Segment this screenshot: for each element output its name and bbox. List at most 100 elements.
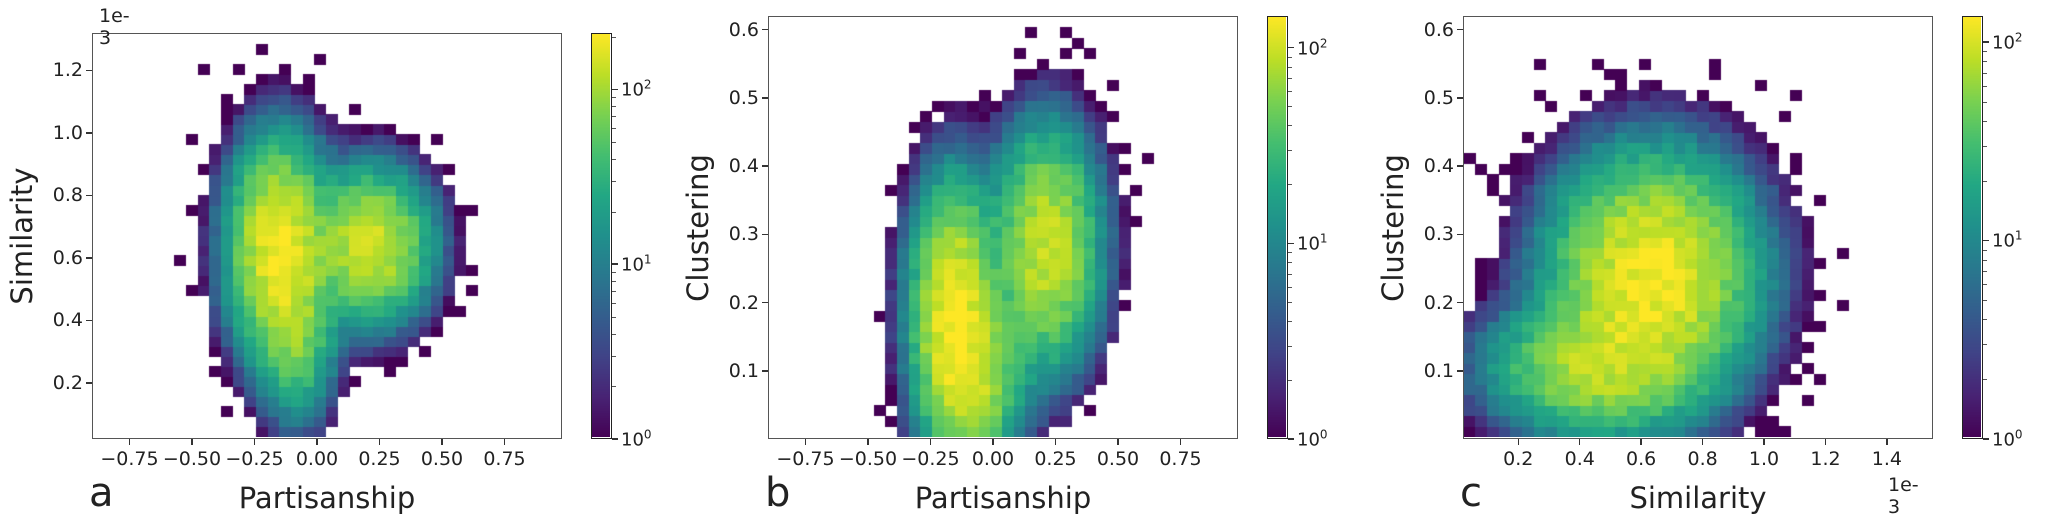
y-tick-label: 0.3 [1423,223,1454,246]
colorbar-minor-tick [1983,319,1987,321]
colorbar-tick-label: 101 [621,253,652,276]
colorbar-minor-tick [1288,125,1292,127]
colorbar-minor-tick [1983,50,1987,52]
colorbar-minor-tick [612,97,616,99]
y-tick-mark [86,382,92,384]
colorbar-minor-tick [612,141,616,143]
colorbar-tick-base: 10 [1992,230,2015,252]
colorbar-minor-tick [612,333,616,335]
colorbar-minor-tick [1983,300,1987,302]
colorbar-minor-tick [1983,145,1987,147]
colorbar-minor-tick [1983,379,1987,381]
y-axis-label: Similarity [5,167,39,305]
colorbar-tick-mark [1288,438,1294,440]
heatmap-plot-area [768,16,1238,439]
x-tick-label: 0.25 [358,448,401,470]
colorbar-tick-base: 10 [621,429,644,451]
x-tick-mark [1054,439,1057,445]
colorbar-tick-mark [1983,239,1989,242]
x-tick-label: 0.75 [483,448,526,470]
colorbar-minor-tick [1288,252,1292,254]
x-tick-mark [1886,439,1888,445]
colorbar-tick-exponent: 1 [2014,228,2023,243]
x-tick-label: −0.75 [776,448,835,470]
x-tick-label: 1.4 [1871,448,1903,470]
x-tick-mark [804,439,807,445]
colorbar [1962,16,1983,439]
panel-letter: c [1460,470,1482,516]
colorbar-minor-tick [1288,286,1292,288]
colorbar-minor-tick [612,36,616,38]
x-tick-label: 0.00 [295,448,339,470]
y-tick-mark [762,28,768,31]
y-tick-label: 0.6 [728,18,759,41]
colorbar-tick-label: 102 [621,78,652,101]
x-tick-mark [1701,439,1704,445]
x-tick-mark [1179,439,1182,445]
colorbar-tick-base: 10 [1992,32,2015,54]
colorbar-gradient [1268,17,1286,437]
colorbar-minor-tick [1288,66,1292,68]
colorbar-minor-tick [612,291,616,293]
y-tick-mark [762,370,768,372]
colorbar-minor-tick [1983,61,1987,63]
x-axis-label: Similarity [1629,481,1767,515]
y-tick-label: 0.6 [52,246,83,269]
y-tick-mark [1457,97,1463,99]
colorbar-minor-tick [1983,344,1987,346]
y-tick-label: 0.5 [1423,86,1454,109]
colorbar-minor-tick [1288,321,1292,323]
x-tick-label: −0.25 [225,448,284,470]
colorbar-tick-label: 102 [1992,30,2023,53]
x-tick-label: 0.6 [1626,448,1657,470]
x-tick-mark [503,439,506,445]
y-tick-label: 0.2 [52,371,83,394]
y-tick-mark [1457,301,1463,304]
y-tick-label: 0.1 [728,359,759,382]
x-axis-label: Partisanship [238,481,416,515]
colorbar-minor-tick [1983,85,1987,87]
x-tick-mark [441,439,443,445]
x-offset-text: 1e-3 [1888,474,1919,518]
x-tick-mark [929,439,932,445]
colorbar-tick-exponent: 0 [1319,427,1328,442]
colorbar-minor-tick [1288,262,1292,264]
colorbar-minor-tick [1288,56,1292,58]
colorbar-minor-tick [612,355,616,357]
x-tick-mark [1117,439,1119,445]
heatmap-bins [93,34,560,437]
colorbar-minor-tick [612,281,616,283]
colorbar-minor-tick [612,316,616,318]
x-tick-label: 0.8 [1687,448,1718,470]
colorbar-tick-exponent: 1 [643,252,652,267]
y-tick-mark [86,132,92,134]
colorbar-tick-mark [1983,438,1989,440]
colorbar-minor-tick [612,116,616,118]
colorbar-minor-tick [1983,249,1987,251]
y-tick-label: 0.4 [1423,155,1454,178]
heatmap-bins [1464,17,1931,437]
colorbar-minor-tick [612,128,616,130]
colorbar-gradient [1963,17,1981,437]
y-tick-label: 0.4 [728,155,759,178]
y-tick-mark [762,301,768,304]
colorbar-minor-tick [1288,302,1292,304]
colorbar [591,33,612,439]
x-tick-mark [1763,439,1765,445]
y-tick-label: 0.5 [728,86,759,109]
colorbar-minor-tick [1983,271,1987,273]
y-tick-label: 1.2 [52,59,83,82]
y-tick-label: 1.0 [52,121,83,144]
y-tick-mark [86,257,92,259]
colorbar-tick-exponent: 0 [643,427,652,442]
x-tick-mark [992,439,994,445]
colorbar-tick-mark [1288,46,1294,49]
x-tick-label: 0.25 [1034,448,1077,470]
colorbar-tick-base: 10 [621,79,644,101]
x-tick-mark [867,439,869,445]
colorbar-tick-exponent: 1 [1319,231,1328,246]
y-tick-mark [762,165,768,167]
colorbar-tick-exponent: 2 [643,77,652,92]
colorbar-minor-tick [1288,273,1292,275]
colorbar-minor-tick [1983,120,1987,122]
